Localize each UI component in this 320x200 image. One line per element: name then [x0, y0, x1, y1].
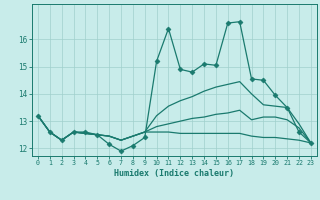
X-axis label: Humidex (Indice chaleur): Humidex (Indice chaleur): [115, 169, 234, 178]
